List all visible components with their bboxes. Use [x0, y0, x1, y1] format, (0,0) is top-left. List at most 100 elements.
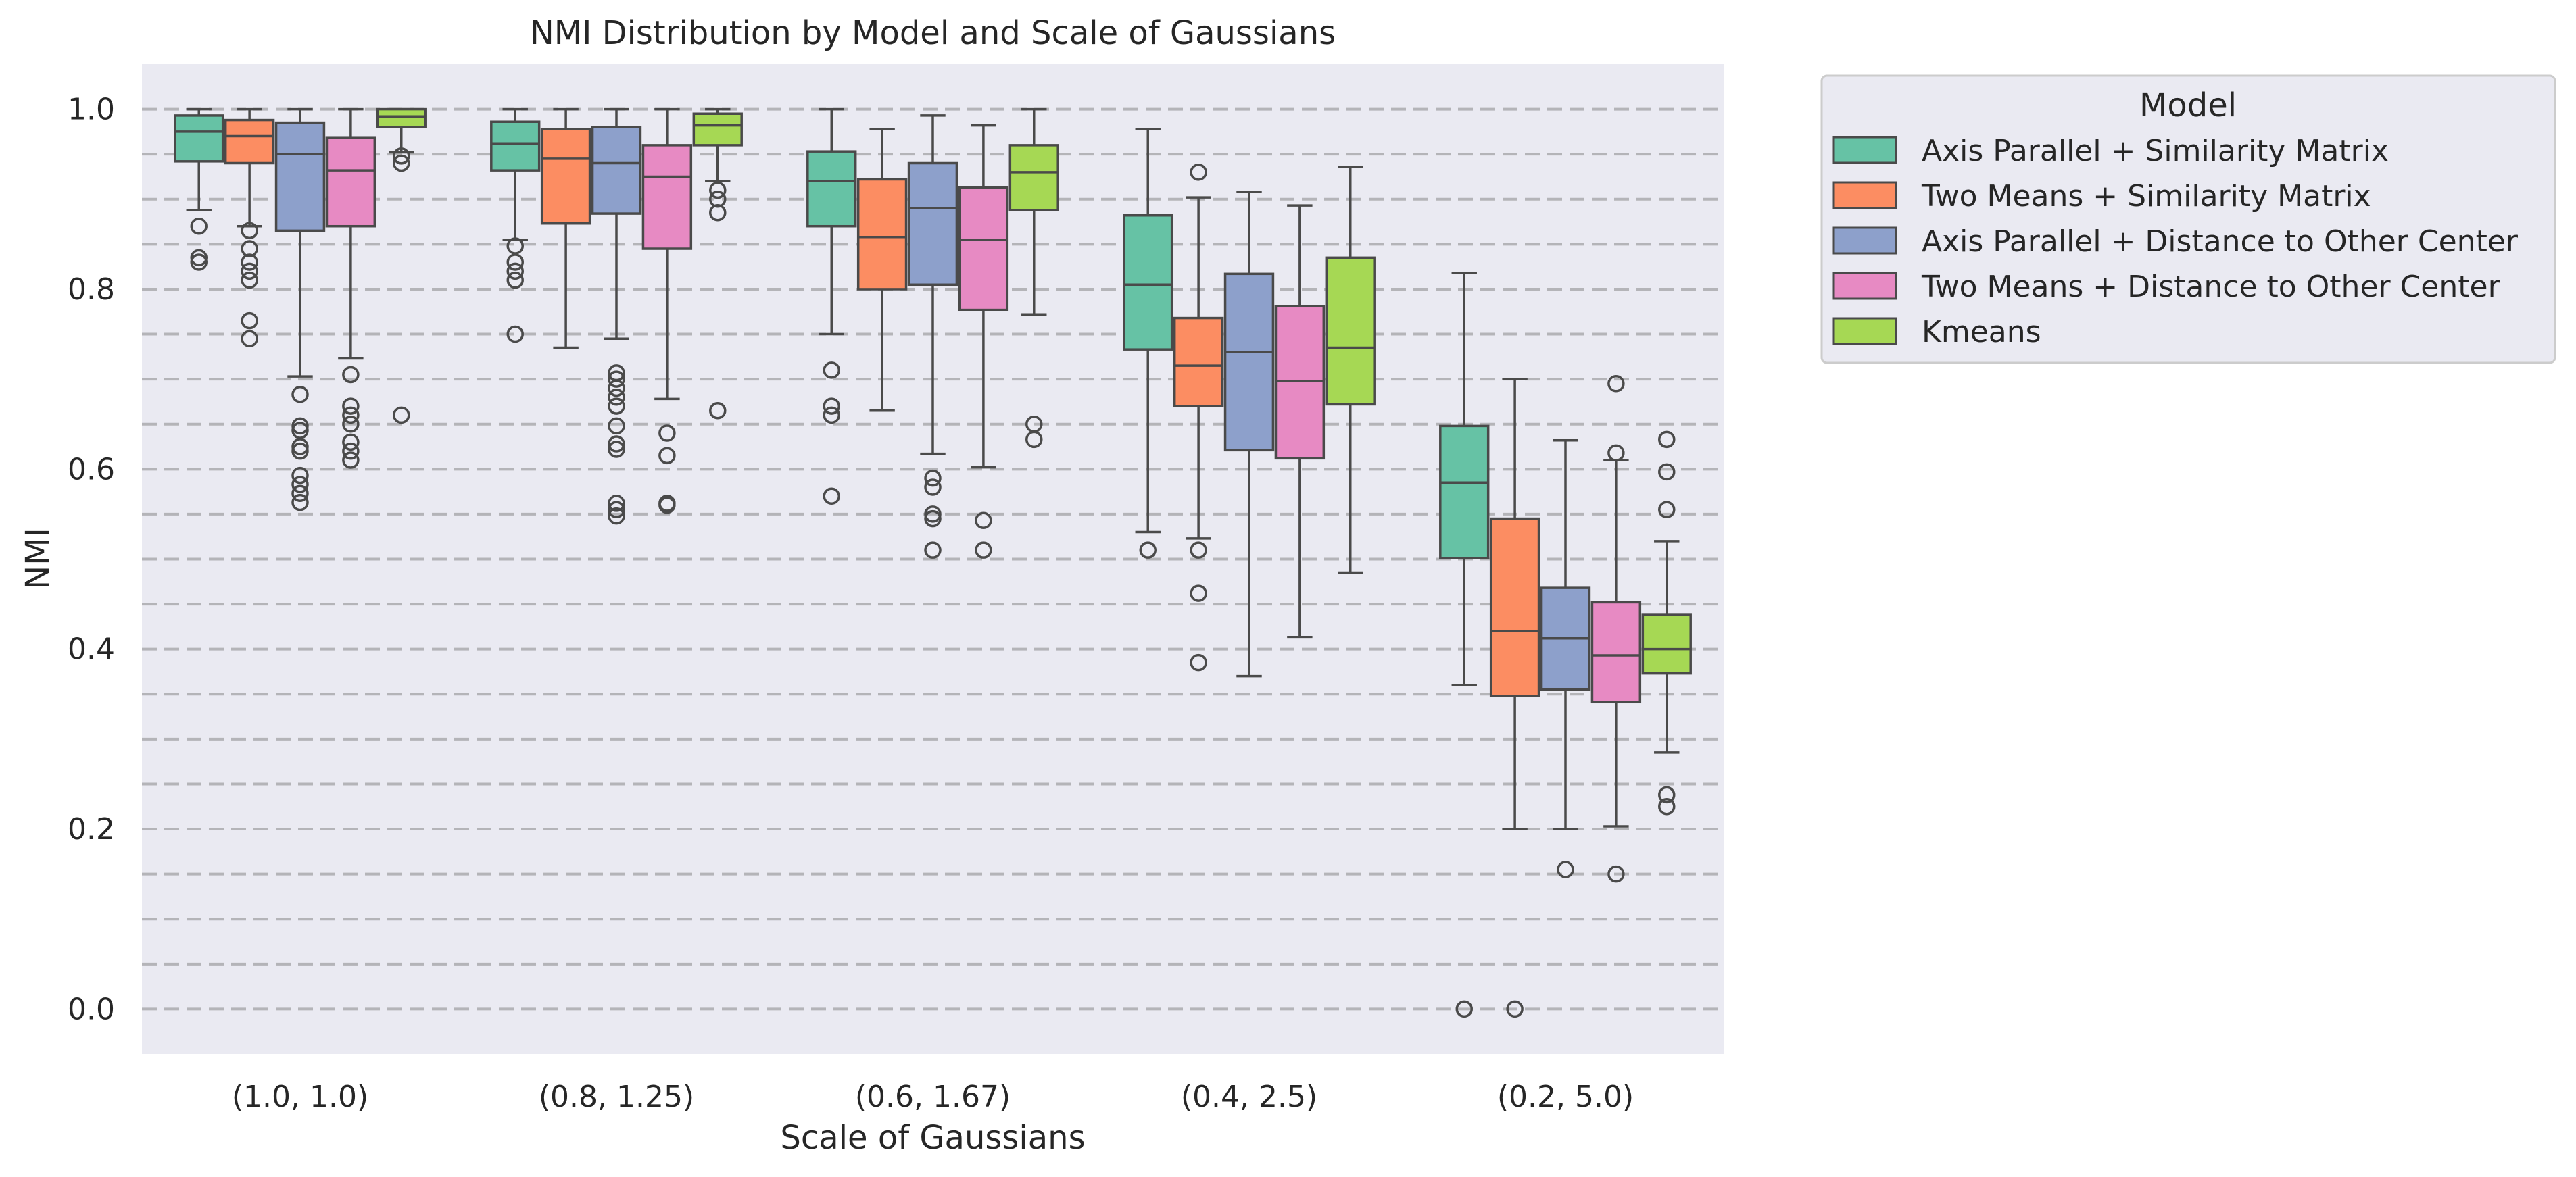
outlier-point — [342, 451, 360, 469]
legend-item: Axis Parallel + Distance to Other Center — [1832, 224, 2519, 259]
legend-item: Kmeans — [1832, 315, 2041, 349]
y-axis-ticks: 0.0 0.2 0.4 0.6 0.8 1.0 — [68, 93, 115, 1027]
x-tick-label: (0.2, 5.0) — [1497, 1080, 1634, 1114]
outlier-point — [506, 237, 524, 255]
outlier-point — [342, 433, 360, 451]
box-iqr — [174, 114, 224, 163]
outlier-point — [823, 361, 840, 379]
legend-swatch — [1832, 136, 1897, 164]
box — [1325, 166, 1376, 574]
outlier-point — [1607, 375, 1625, 393]
legend-swatch — [1832, 181, 1897, 209]
box — [325, 107, 376, 469]
box — [1489, 378, 1540, 1018]
series-group — [274, 107, 1591, 878]
outlier-point — [658, 424, 676, 442]
box-iqr — [856, 178, 908, 291]
box-iqr — [1008, 144, 1059, 211]
legend-title: Model — [2139, 86, 2237, 124]
outlier-point — [1139, 541, 1157, 559]
box-iqr — [1325, 256, 1376, 406]
outlier-point — [608, 501, 625, 518]
outlier-point — [823, 487, 840, 505]
outlier-point — [393, 406, 410, 424]
box — [224, 107, 275, 347]
outlier-point — [342, 415, 360, 433]
outlier-point — [1658, 501, 1676, 518]
x-tick-label: (0.6, 1.67) — [855, 1080, 1011, 1114]
outlier-point — [291, 493, 309, 511]
box-iqr — [540, 128, 591, 225]
outlier-point — [241, 222, 258, 240]
outlier-point — [924, 541, 942, 559]
box-iqr — [1223, 272, 1275, 452]
outlier-point — [506, 262, 524, 280]
legend-swatch — [1832, 317, 1897, 345]
box-iqr — [641, 144, 693, 250]
box-iqr — [325, 136, 376, 228]
outlier-point — [608, 397, 625, 415]
outlier-point — [1455, 1000, 1473, 1018]
outlier-point — [823, 397, 840, 415]
outlier-point — [241, 253, 258, 271]
outlier-point — [393, 154, 410, 172]
series-group — [376, 107, 1692, 816]
outlier-point — [608, 507, 625, 525]
box-iqr — [958, 186, 1009, 311]
box — [1223, 191, 1275, 678]
legend-label: Two Means + Similarity Matrix — [1921, 179, 2371, 214]
outlier-point — [190, 249, 208, 267]
outlier-point — [608, 389, 625, 406]
outlier-point — [342, 397, 360, 415]
outlier-point — [1658, 463, 1676, 481]
outlier-point — [924, 469, 942, 487]
outlier-point — [291, 422, 309, 439]
outlier-point — [241, 330, 258, 347]
outlier-point — [241, 262, 258, 280]
box-iqr — [1123, 214, 1173, 351]
outlier-point — [506, 253, 524, 271]
y-tick-label: 0.8 — [68, 272, 115, 307]
x-tick-label: (1.0, 1.0) — [232, 1080, 368, 1114]
outlier-point — [823, 406, 840, 424]
box — [907, 114, 958, 559]
legend-swatch — [1832, 272, 1897, 300]
series-group — [174, 107, 1490, 1018]
legend-label: Kmeans — [1922, 315, 2041, 349]
legend-label: Axis Parallel + Similarity Matrix — [1922, 134, 2389, 168]
outlier-point — [1557, 861, 1574, 878]
outlier-point — [709, 402, 727, 420]
y-axis-label: NMI — [19, 528, 57, 589]
outlier-point — [924, 478, 942, 496]
outlier-point — [608, 379, 625, 397]
box-iqr — [1641, 613, 1692, 675]
outlier-point — [1190, 541, 1207, 559]
series-group — [224, 107, 1540, 1018]
outlier-point — [241, 311, 258, 330]
outlier-point — [190, 253, 208, 271]
outlier-point — [291, 442, 309, 460]
box-iqr — [1274, 305, 1326, 460]
box — [274, 107, 326, 511]
box — [174, 107, 224, 271]
box-iqr — [1590, 601, 1642, 704]
y-tick-label: 0.4 — [68, 632, 115, 667]
box — [1008, 107, 1059, 449]
legend: Model Axis Parallel + Similarity Matrix T… — [1820, 74, 2556, 364]
outlier-point — [291, 476, 309, 493]
outlier-point — [1190, 164, 1207, 181]
outlier-point — [342, 442, 360, 460]
box — [806, 107, 857, 505]
outlier-point — [1025, 430, 1043, 449]
outlier-point — [608, 441, 625, 458]
box — [1123, 128, 1173, 559]
outlier-point — [608, 417, 625, 435]
box-iqr — [376, 107, 427, 128]
y-tick-label: 0.2 — [68, 812, 115, 847]
outlier-point — [608, 495, 625, 512]
outlier-point — [608, 435, 625, 453]
outlier-point — [291, 484, 309, 503]
legend-item: Axis Parallel + Similarity Matrix — [1832, 134, 2389, 168]
outlier-point — [924, 505, 942, 523]
